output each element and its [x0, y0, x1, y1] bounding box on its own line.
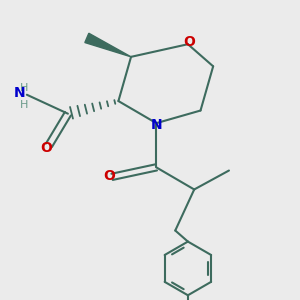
Text: O: O [183, 35, 195, 49]
Text: N: N [14, 86, 25, 100]
Text: O: O [103, 169, 115, 183]
Text: O: O [40, 141, 52, 155]
Polygon shape [85, 33, 131, 57]
Text: H: H [20, 100, 28, 110]
Text: N: N [151, 118, 162, 132]
Text: H: H [20, 83, 28, 93]
